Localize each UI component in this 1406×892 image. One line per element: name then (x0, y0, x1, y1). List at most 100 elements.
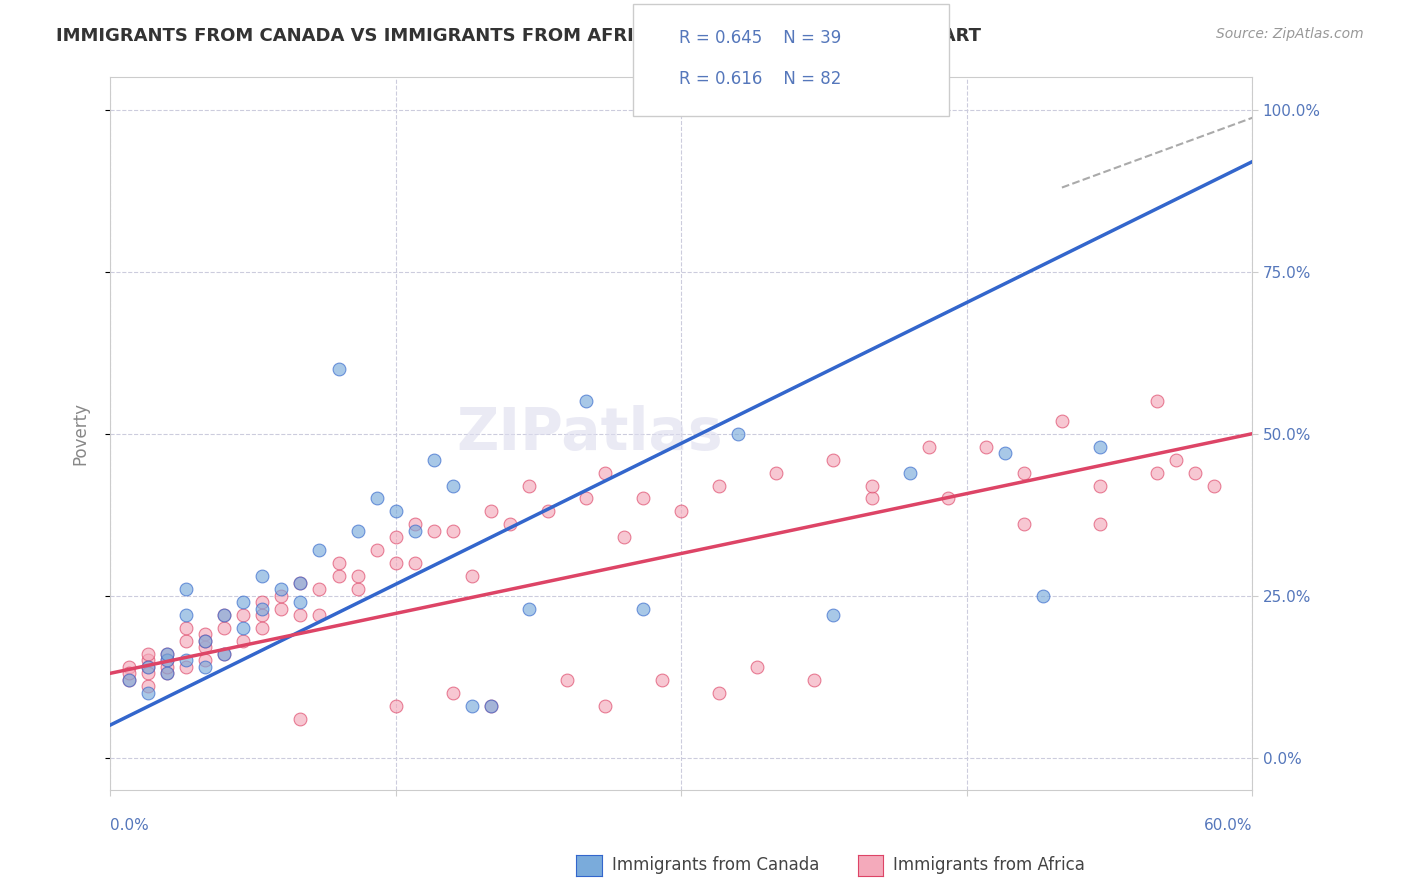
Point (252, 608, 274, 623)
Point (136, 679, 159, 693)
Point (499, 517, 522, 532)
Point (252, 595, 274, 609)
Point (214, 647, 236, 661)
Point (366, 543, 388, 558)
Point (898, 466, 921, 480)
Text: 0.0%: 0.0% (110, 819, 149, 833)
Point (136, 653, 159, 667)
Point (156, 660, 179, 674)
Point (1032, 589, 1054, 603)
Point (308, 543, 330, 558)
Point (709, 478, 731, 492)
Point (232, 595, 254, 609)
Point (1050, 414, 1073, 428)
Point (174, 608, 197, 623)
Point (404, 517, 426, 532)
Point (1184, 466, 1206, 480)
Point (803, 673, 825, 687)
Point (936, 491, 959, 506)
Point (422, 524, 444, 538)
Point (593, 698, 616, 713)
Point (366, 491, 388, 506)
Point (308, 608, 330, 623)
Point (575, 394, 598, 409)
Point (479, 698, 502, 713)
Point (174, 621, 197, 635)
Text: Source: ZipAtlas.com: Source: ZipAtlas.com (1216, 27, 1364, 41)
Point (384, 530, 406, 544)
Point (994, 446, 1017, 460)
Point (1146, 394, 1168, 409)
Point (194, 634, 217, 648)
Point (1088, 440, 1111, 454)
Point (517, 601, 540, 615)
Point (270, 601, 292, 615)
Point (613, 530, 636, 544)
Point (441, 686, 464, 700)
Point (214, 647, 236, 661)
Point (270, 589, 292, 603)
Text: IMMIGRANTS FROM CANADA VS IMMIGRANTS FROM AFRICA POVERTY CORRELATION CHART: IMMIGRANTS FROM CANADA VS IMMIGRANTS FRO… (56, 27, 981, 45)
Point (136, 647, 159, 661)
Point (194, 634, 217, 648)
Point (194, 627, 217, 641)
Point (328, 556, 350, 570)
Point (727, 426, 749, 441)
Point (631, 491, 654, 506)
Point (252, 621, 274, 635)
Point (422, 452, 444, 467)
Point (575, 491, 598, 506)
Point (1204, 478, 1226, 492)
Point (174, 634, 197, 648)
Point (593, 466, 616, 480)
Point (290, 712, 312, 726)
Point (346, 569, 368, 583)
Point (461, 698, 484, 713)
Point (328, 569, 350, 583)
Point (1088, 517, 1111, 532)
Point (194, 660, 217, 674)
Point (290, 608, 312, 623)
Point (651, 673, 673, 687)
Point (214, 608, 236, 623)
Point (1146, 466, 1168, 480)
Text: ZIPatlas: ZIPatlas (457, 405, 723, 462)
Point (156, 666, 179, 681)
Point (384, 556, 406, 570)
Point (479, 504, 502, 518)
Point (1088, 478, 1111, 492)
Text: R = 0.645    N = 39: R = 0.645 N = 39 (679, 29, 841, 46)
Point (1166, 452, 1188, 467)
Point (156, 666, 179, 681)
Point (1012, 517, 1035, 532)
Point (917, 440, 939, 454)
Point (860, 491, 883, 506)
Point (709, 686, 731, 700)
Point (823, 608, 845, 623)
Point (270, 582, 292, 596)
Point (404, 556, 426, 570)
Point (441, 524, 464, 538)
Point (156, 647, 179, 661)
Point (174, 660, 197, 674)
Point (174, 582, 197, 596)
Point (290, 595, 312, 609)
Point (214, 608, 236, 623)
Point (194, 640, 217, 655)
Point (118, 660, 141, 674)
Point (555, 673, 578, 687)
Point (156, 647, 179, 661)
Point (174, 653, 197, 667)
Point (232, 608, 254, 623)
Point (974, 440, 997, 454)
Text: Immigrants from Canada: Immigrants from Canada (612, 856, 818, 874)
Point (214, 621, 236, 635)
Point (441, 478, 464, 492)
Point (136, 660, 159, 674)
Point (156, 653, 179, 667)
Text: Immigrants from Africa: Immigrants from Africa (893, 856, 1084, 874)
Point (156, 653, 179, 667)
Point (136, 686, 159, 700)
Text: 60.0%: 60.0% (1204, 819, 1253, 833)
Point (136, 666, 159, 681)
